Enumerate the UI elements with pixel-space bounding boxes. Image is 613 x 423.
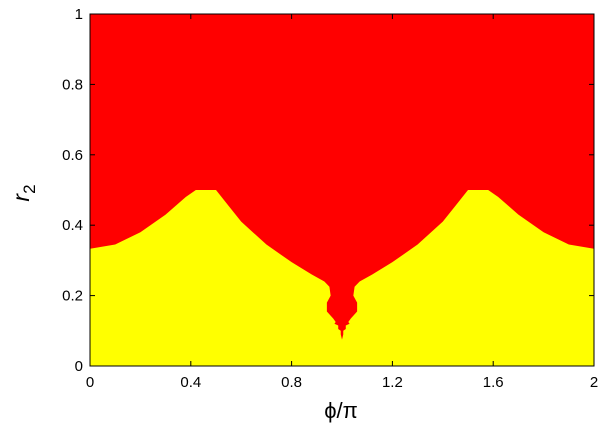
axes-frame [89, 13, 595, 367]
y-tick-label: 0.6 [62, 147, 83, 164]
x-tick-label: 0.8 [281, 374, 302, 391]
y-tick-label: 1 [75, 6, 83, 23]
x-tick-label: 1.6 [483, 374, 504, 391]
x-tick-label: 1.2 [382, 374, 403, 391]
x-tick-label: 0 [86, 374, 94, 391]
x-tick-label: 0.4 [180, 374, 201, 391]
plot-area [89, 13, 595, 367]
y-axis-label-base: r [8, 193, 34, 202]
x-tick-label: 2 [590, 374, 598, 391]
y-tick-label: 0.4 [62, 217, 83, 234]
axis-ticks: 0 0.4 0.8 1.2 1.6 2 0 0.2 0.4 0.6 0.8 1 [62, 6, 598, 391]
region-yellow [90, 190, 594, 366]
y-tick-label: 0.2 [62, 288, 83, 305]
y-tick-label: 0 [75, 358, 83, 375]
y-tick-label: 0.8 [62, 76, 83, 93]
y-axis-label: r2 [8, 184, 39, 201]
y-axis-label-subscript: 2 [20, 184, 39, 193]
x-axis-label: ϕ/π [324, 398, 358, 423]
